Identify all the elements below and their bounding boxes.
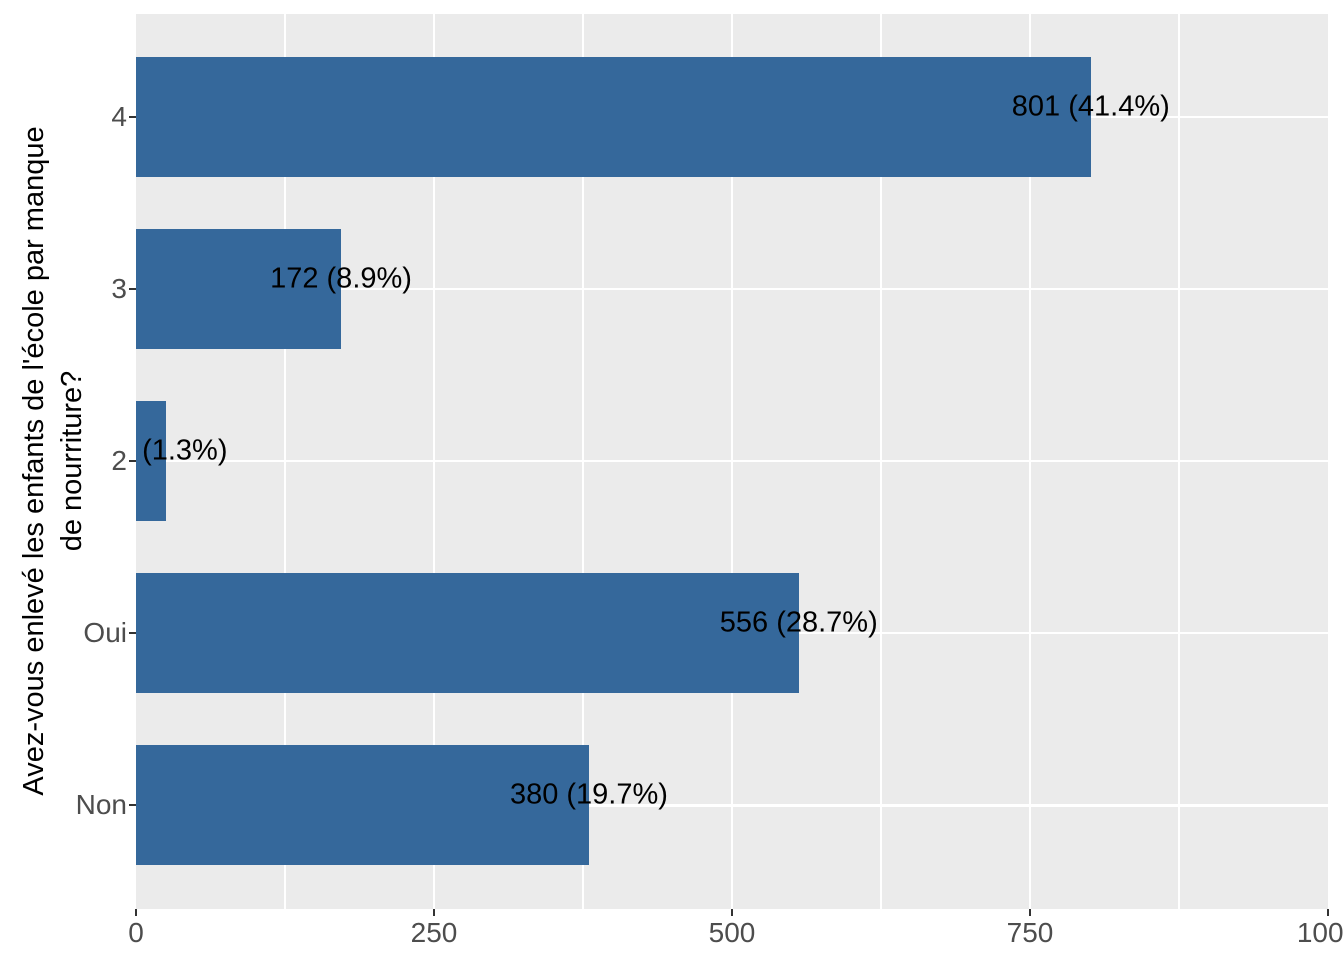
y-tick-label-non: Non [75, 789, 127, 821]
x-tick-label: 1000 [1296, 917, 1344, 948]
y-axis-tick [129, 460, 136, 463]
x-axis-tick [433, 909, 435, 916]
x-tick-label: 250 [410, 917, 458, 948]
bar-value-label: 556 (28.7%) [719, 606, 878, 639]
x-axis-tick [731, 909, 733, 916]
x-axis-tick [1327, 909, 1329, 916]
y-tick-label-4: 4 [111, 101, 127, 132]
y-tick-label-2: 2 [111, 445, 127, 477]
y-tick-label-oui: Oui [83, 617, 127, 649]
y-axis-title-line2: de nourriture? [56, 370, 88, 552]
bar-2 [136, 401, 166, 522]
category-gridline [136, 804, 1328, 807]
category-gridline [136, 287, 1328, 291]
bar-value-label: 801 (41.4%) [1011, 90, 1170, 123]
bar-oui [136, 573, 799, 694]
x-tick-label: 0 [128, 917, 144, 948]
bar-4 [136, 57, 1091, 177]
category-gridline [136, 460, 1328, 463]
x-axis-tick [1029, 909, 1031, 916]
y-axis-tick [129, 116, 136, 118]
bar-non [136, 745, 589, 866]
y-axis-tick [129, 632, 136, 635]
y-axis-tick [129, 288, 136, 291]
y-axis-title-text: Avez-vous enlevé les enfants de l'école … [15, 126, 91, 795]
x-axis-tick [135, 909, 137, 916]
y-axis-tick [129, 804, 136, 807]
bar-3 [136, 229, 342, 350]
x-tick-label: 750 [1006, 917, 1054, 948]
y-tick-label-3: 3 [111, 273, 127, 305]
plot-panel: 801 (41.4%) 172 (8.9%) (1.3%) 556 (28.7%) 38… [136, 14, 1328, 909]
bar-value-label: (1.3%) [142, 434, 228, 467]
bar-value-label: 172 (8.9%) [270, 262, 412, 295]
y-axis-title-line1: Avez-vous enlevé les enfants de l'école … [18, 126, 50, 796]
bar-value-label: 380 (19.7%) [509, 778, 668, 811]
x-tick-label: 500 [708, 917, 756, 948]
